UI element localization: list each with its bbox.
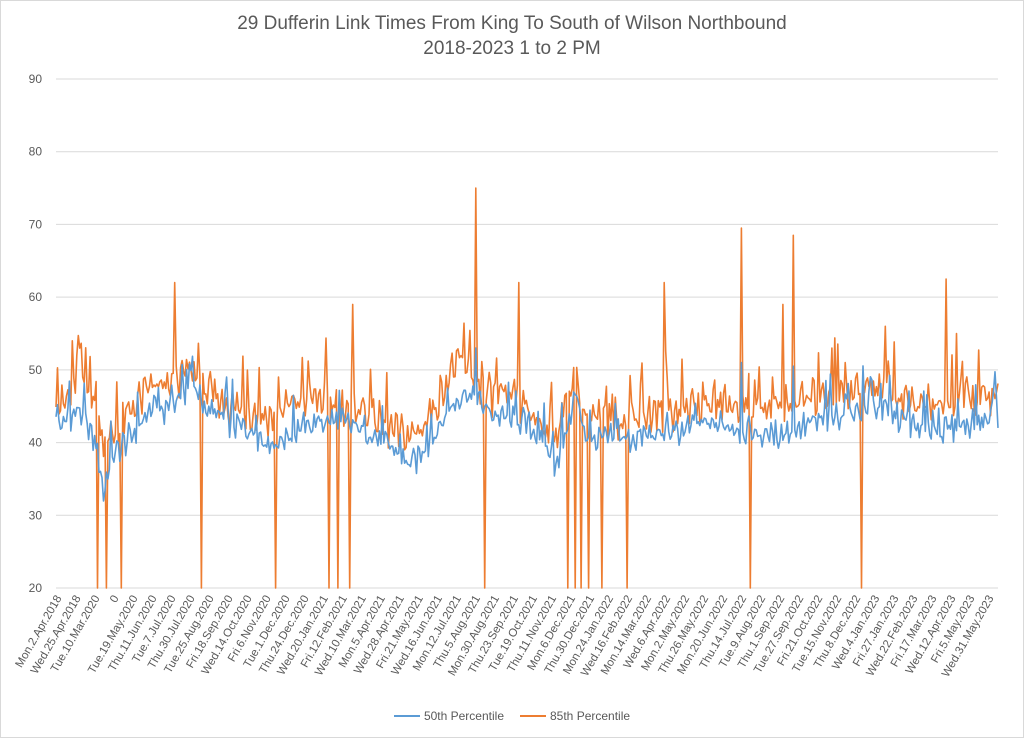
legend-item-50th: 50th Percentile: [393, 709, 504, 723]
legend-swatch-50th: [393, 715, 420, 717]
y-tick-label: 40: [29, 436, 43, 450]
y-tick-label: 70: [29, 217, 43, 231]
y-tick-label: 90: [29, 72, 43, 86]
y-axis-ticks: 20 30 40 50 60 70 80 90: [29, 72, 43, 595]
legend-item-85th: 85th Percentile: [520, 709, 630, 723]
legend-swatch-85th: [520, 715, 546, 717]
chart-legend: 50th Percentile 85th Percentile: [0, 709, 1024, 723]
series-line-50th-percentile: [55, 347, 999, 502]
y-tick-label: 80: [29, 145, 43, 159]
legend-label-85th: 85th Percentile: [550, 709, 631, 723]
y-tick-label: 20: [29, 581, 43, 595]
y-tick-label: 50: [29, 363, 43, 377]
x-axis-ticks: Mon.2.Apr.2018Wed.25.Apr.2018Tue.10.Mar.…: [14, 594, 997, 680]
series-lines: [55, 187, 999, 589]
chart-title: 29 Dufferin Link Times From King To Sout…: [237, 13, 787, 34]
chart-subtitle: 2018-2023 1 to 2 PM: [423, 38, 601, 59]
line-chart: 20 30 40 50 60 70 80 90 Mon.2.Apr.2018Wed.25.Ap…: [14, 72, 999, 680]
gridlines: [56, 78, 998, 589]
legend-label-50th: 50th Percentile: [423, 709, 504, 723]
y-tick-label: 30: [29, 508, 43, 522]
x-tick-label: 0: [108, 594, 122, 606]
series-line-85th-percentile: [55, 187, 999, 589]
y-tick-label: 60: [29, 290, 43, 304]
